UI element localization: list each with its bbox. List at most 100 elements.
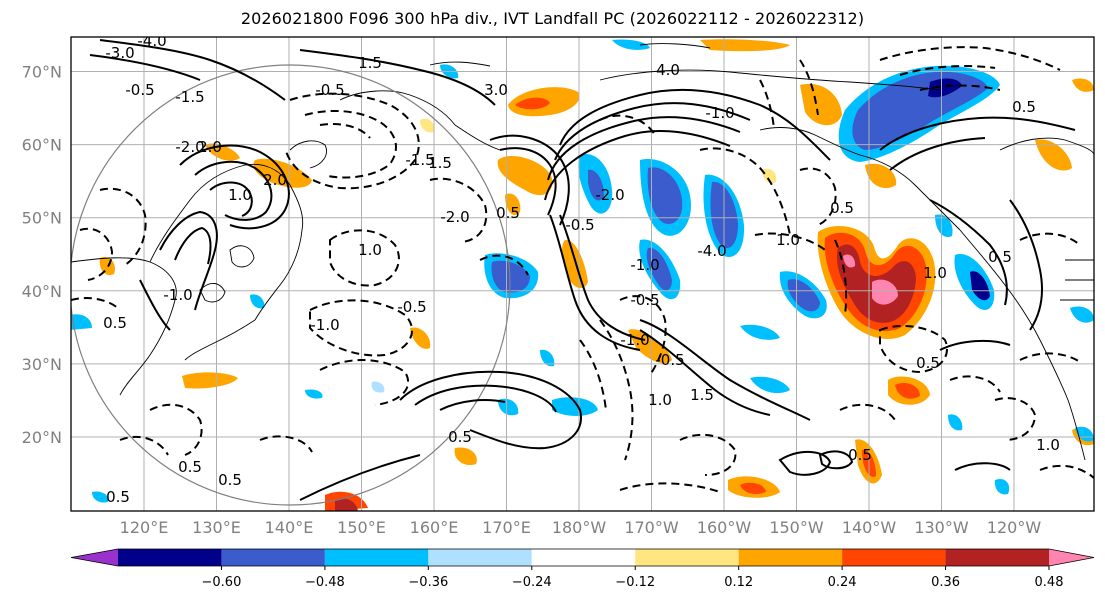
shade-navy xyxy=(928,78,962,98)
latitude-tick-label: 60°N xyxy=(22,136,62,155)
colorbar-extend-low xyxy=(71,549,118,566)
shade-navy xyxy=(970,271,990,301)
shade-orange xyxy=(182,372,238,389)
contour-label: 1.0 xyxy=(228,186,252,204)
contour-label: 0.5 xyxy=(1012,98,1036,116)
colorbar-segment xyxy=(738,549,843,566)
contour-label: -1.0 xyxy=(620,331,649,349)
shade-deepsky xyxy=(250,294,265,309)
contour-label: 4.0 xyxy=(656,61,680,79)
shade-yellow xyxy=(420,118,435,133)
colorbar-extend-high xyxy=(1049,549,1094,566)
colorbar: −0.60 −0.48 −0.36 −0.24 −0.12 0.12 0.24 0.36 0.4… xyxy=(70,548,1095,590)
longitude-tick-label: 150°W xyxy=(769,518,824,537)
shade-deepsky xyxy=(552,397,598,416)
contour-label: -1.5 xyxy=(175,88,204,106)
shade-deepsky xyxy=(948,414,963,431)
shade-orange xyxy=(700,39,790,52)
shade-deepsky xyxy=(750,376,790,394)
longitude-labels: 120°E 130°E 140°E 150°E 160°E 170°E 180°W 170°W… xyxy=(120,518,1042,537)
shade-deepsky xyxy=(994,478,1010,495)
contour-label: -0.5 xyxy=(397,298,426,316)
longitude-tick-label: 170°E xyxy=(482,518,531,537)
shade-deepsky xyxy=(540,349,555,367)
contour-label: 0.5 xyxy=(218,471,242,489)
contour-label: -1.5 xyxy=(405,151,434,169)
contour-label: 0.5 xyxy=(916,354,940,372)
contour-label: -0.5 xyxy=(655,351,684,369)
latitude-tick-label: 20°N xyxy=(22,428,62,447)
longitude-tick-label: 140°W xyxy=(842,518,897,537)
longitude-tick-label: 120°E xyxy=(120,518,169,537)
contour-label: -1.0 xyxy=(705,104,734,122)
contour-label: 0.5 xyxy=(448,428,472,446)
shade-orange xyxy=(410,327,431,349)
projection-circle xyxy=(71,64,511,506)
contour-label: -1.0 xyxy=(630,256,659,274)
colorbar-segment xyxy=(842,549,946,566)
shade-deepsky xyxy=(71,314,92,330)
shade-firebrick xyxy=(335,498,358,511)
shade-yellow xyxy=(762,168,777,184)
shade-red xyxy=(515,97,550,110)
shade-deepsky xyxy=(612,39,650,50)
latitude-tick-label: 40°N xyxy=(22,282,62,301)
contour-label: 1.5 xyxy=(428,154,452,172)
shade-orange xyxy=(865,163,897,189)
colorbar-tick-label: −0.48 xyxy=(305,575,345,590)
shade-deepsky xyxy=(305,389,323,399)
shade-deepsky xyxy=(1075,426,1094,442)
shade-royal xyxy=(647,167,683,224)
contour-label: 2.0 xyxy=(198,138,222,156)
colorbar-outline xyxy=(70,548,1095,567)
colorbar-segment xyxy=(945,549,1049,566)
shade-lightblue xyxy=(371,381,385,393)
longitude-tick-label: 160°E xyxy=(410,518,459,537)
colorbar-tick-label: −0.24 xyxy=(512,575,552,590)
colorbar-tick-label: −0.60 xyxy=(202,575,242,590)
longitude-tick-label: 170°W xyxy=(624,518,679,537)
contour-label: -0.5 xyxy=(125,81,154,99)
contour-label: 1.0 xyxy=(1036,436,1060,454)
longitude-tick-label: 140°E xyxy=(265,518,314,537)
contour-label: 2.0 xyxy=(263,171,287,189)
shade-orange xyxy=(1072,78,1094,92)
longitude-tick-label: 120°W xyxy=(987,518,1042,537)
shade-royal xyxy=(588,169,604,201)
colorbar-segment xyxy=(635,549,739,566)
contour-label: 1.5 xyxy=(358,54,382,72)
contour-label: 1.5 xyxy=(690,386,714,404)
longitude-tick-label: 130°E xyxy=(192,518,241,537)
contour-label: -0.5 xyxy=(565,216,594,234)
map-panel: -3.0-4.0-0.5 -1.5-2.0-1.0-0.5-0.5-1.0-2.0… xyxy=(71,32,1094,511)
shade-royal xyxy=(787,279,820,312)
shade-orange xyxy=(497,156,553,196)
contour-label: 1.0 xyxy=(648,391,672,409)
shade-deepsky xyxy=(1070,306,1094,323)
shade-orange xyxy=(800,83,842,126)
colorbar-segment xyxy=(531,549,636,566)
colorbar-tick-label: −0.36 xyxy=(408,575,448,590)
colorbar-segment xyxy=(118,549,222,566)
latitude-tick-label: 70°N xyxy=(22,63,62,82)
contour-label: -0.5 xyxy=(630,291,659,309)
coastlines xyxy=(71,43,1094,461)
colorbar-tick-label: 0.48 xyxy=(1035,575,1064,590)
colorbar-tick-label: 0.24 xyxy=(828,575,857,590)
contour-label: -3.0 xyxy=(105,44,134,62)
shade-deepsky xyxy=(740,324,780,340)
colorbar-tick-label: 0.36 xyxy=(931,575,960,590)
colorbar-segment xyxy=(324,549,429,566)
colorbar-tick-label: −0.12 xyxy=(615,575,655,590)
colorbar-tick-label: 0.12 xyxy=(724,575,753,590)
shade-royal xyxy=(646,247,672,291)
shade-pink xyxy=(843,254,856,268)
contour-label: -4.0 xyxy=(137,32,166,50)
contour-label: -1.0 xyxy=(163,286,192,304)
contour-label: 1.0 xyxy=(923,264,947,282)
longitude-tick-label: 130°W xyxy=(914,518,969,537)
contour-label: 0.5 xyxy=(106,488,130,506)
map-frame xyxy=(70,36,1095,512)
contour-label: 0.5 xyxy=(496,204,520,222)
